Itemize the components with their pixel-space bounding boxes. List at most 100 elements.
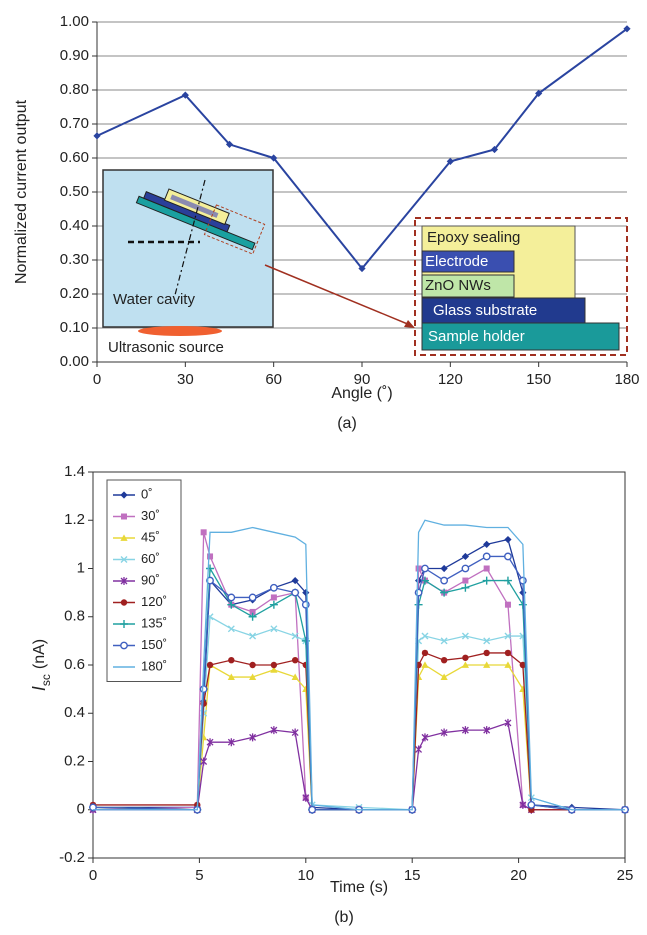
marker xyxy=(461,564,470,573)
x-tick-label: 10 xyxy=(297,867,314,884)
series-line xyxy=(93,615,625,811)
marker xyxy=(504,632,512,640)
marker xyxy=(206,564,215,573)
marker xyxy=(248,612,257,621)
marker xyxy=(270,154,278,162)
x-tick-label: 150 xyxy=(526,371,551,388)
series-line xyxy=(93,519,625,811)
marker xyxy=(519,800,527,809)
y-tick-label: 1 xyxy=(77,559,85,576)
marker xyxy=(291,656,299,664)
marker xyxy=(440,588,449,597)
marker xyxy=(301,600,310,609)
marker xyxy=(249,673,257,680)
marker xyxy=(89,803,97,812)
y-tick-label: 0.00 xyxy=(60,353,89,370)
marker xyxy=(504,661,512,668)
marker xyxy=(270,625,278,633)
marker xyxy=(535,89,543,97)
caption: (b) xyxy=(334,909,354,926)
series-line xyxy=(93,722,625,811)
marker xyxy=(461,661,469,668)
marker xyxy=(440,576,449,585)
marker xyxy=(227,673,235,680)
marker xyxy=(440,673,448,680)
x-tick-label: 25 xyxy=(617,867,634,884)
plot-frame xyxy=(92,471,626,859)
legend-marker xyxy=(120,599,128,606)
marker xyxy=(462,577,469,584)
marker xyxy=(200,757,208,766)
y-tick-label: 0.40 xyxy=(60,217,89,234)
marker xyxy=(270,594,277,601)
legend-label: 0˚ xyxy=(141,486,153,501)
marker xyxy=(421,649,429,657)
marker xyxy=(249,632,257,640)
marker xyxy=(483,649,490,657)
x-tick-label: 0 xyxy=(89,867,97,884)
y-tick-label: 1.4 xyxy=(64,463,85,480)
marker xyxy=(440,656,448,664)
y-tick-label: 0 xyxy=(77,801,85,818)
x-axis-title: Time (s) xyxy=(330,879,388,896)
marker xyxy=(291,728,299,737)
marker xyxy=(181,91,189,99)
marker xyxy=(206,738,214,747)
marker xyxy=(421,661,429,668)
marker xyxy=(93,132,101,140)
y-tick-label: 0.10 xyxy=(60,319,89,336)
marker xyxy=(461,726,469,735)
marker xyxy=(440,637,448,645)
marker xyxy=(414,588,423,597)
marker xyxy=(446,157,454,165)
caption: (a) xyxy=(337,415,357,432)
y-tick-label: 0.30 xyxy=(60,251,89,268)
marker xyxy=(504,535,512,544)
y-tick-label: 0.50 xyxy=(60,183,89,200)
x-tick-label: 5 xyxy=(195,867,203,884)
y-tick-label: 0.70 xyxy=(60,115,89,132)
marker xyxy=(269,583,278,592)
y-axis-title-part: (nA) xyxy=(31,639,48,669)
annotation: Water cavity xyxy=(113,291,195,308)
marker xyxy=(440,564,448,573)
annotation: Ultrasonic source xyxy=(108,339,224,356)
marker xyxy=(461,552,469,561)
y-axis-title: Isc (nA) xyxy=(29,639,53,691)
marker xyxy=(518,576,527,585)
marker xyxy=(225,140,234,148)
legend-label: 30˚ xyxy=(141,508,160,523)
y-tick-label: 0.4 xyxy=(64,704,85,721)
marker xyxy=(358,264,366,273)
marker xyxy=(519,661,527,669)
legend-marker xyxy=(120,577,128,585)
legend-label: 120˚ xyxy=(141,594,167,609)
layer-label: Sample holder xyxy=(428,328,525,345)
layer-label: Epoxy sealing xyxy=(427,229,520,246)
marker xyxy=(199,685,208,694)
marker xyxy=(504,601,511,608)
marker xyxy=(421,564,429,573)
y-tick-label: 0.60 xyxy=(60,149,89,166)
layer-label: Glass substrate xyxy=(433,302,537,319)
marker xyxy=(504,649,512,657)
inset-a: Water cavity Ultrasonic source Epoxy sea… xyxy=(102,169,628,356)
x-tick-label: 15 xyxy=(404,867,421,884)
y-tick-label: 0.6 xyxy=(64,656,85,673)
y-tick-label: 0.90 xyxy=(60,47,89,64)
marker xyxy=(483,565,490,572)
x-tick-label: 30 xyxy=(177,371,194,388)
layer-label: Electrode xyxy=(425,253,488,270)
marker xyxy=(483,661,491,668)
marker xyxy=(415,745,423,754)
marker xyxy=(461,583,470,592)
legend-marker xyxy=(121,513,127,520)
marker xyxy=(461,632,469,640)
marker xyxy=(206,661,214,669)
legend-label: 135˚ xyxy=(141,615,167,630)
marker xyxy=(227,625,235,633)
marker xyxy=(269,600,278,609)
ultrasonic-source xyxy=(138,326,222,336)
marker xyxy=(291,576,299,585)
